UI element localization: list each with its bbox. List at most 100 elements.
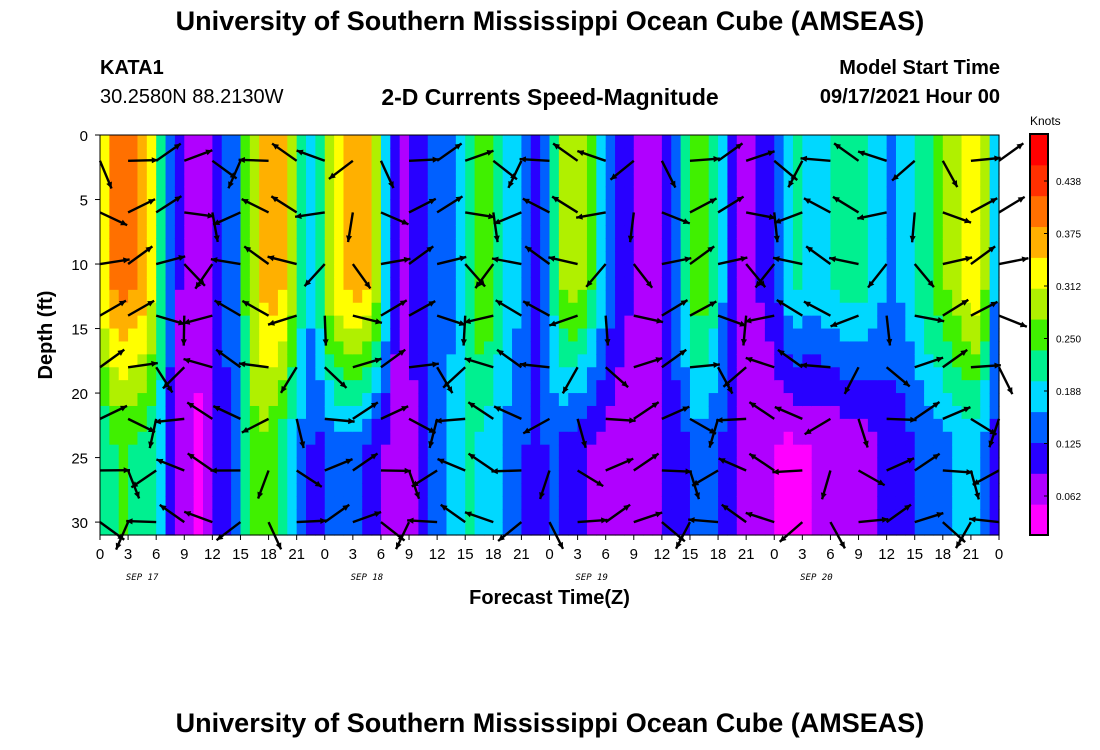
heatmap-cell <box>764 135 775 149</box>
heatmap-cell <box>905 431 916 446</box>
heatmap-cell <box>821 186 832 201</box>
colorbar-swatch <box>1030 134 1048 166</box>
heatmap-cell <box>437 135 448 149</box>
heatmap-cell <box>296 444 307 459</box>
heatmap-cell <box>633 470 644 484</box>
heatmap-cell <box>671 380 682 394</box>
heatmap-cell <box>259 160 270 175</box>
heatmap-cell <box>409 173 419 188</box>
heatmap-cell <box>324 147 335 162</box>
heatmap-cell <box>577 238 588 252</box>
heatmap-cell <box>502 496 513 510</box>
current-arrowhead <box>907 458 915 464</box>
heatmap-cell <box>952 444 963 459</box>
heatmap-cell <box>952 509 963 523</box>
heatmap-cell <box>652 135 663 149</box>
heatmap-cell <box>371 225 382 239</box>
heatmap-cell <box>390 457 401 472</box>
heatmap-cell <box>643 380 654 394</box>
colorbar-swatch <box>1030 226 1048 258</box>
heatmap-cell <box>839 238 850 252</box>
heatmap-cell <box>521 186 532 201</box>
heatmap-cell <box>989 264 1000 278</box>
heatmap-cell <box>989 522 1000 536</box>
heatmap-cell <box>942 276 953 291</box>
current-arrowhead <box>374 357 382 364</box>
current-arrowhead <box>320 517 327 524</box>
heatmap-cell <box>821 341 832 355</box>
heatmap-cell <box>736 173 747 188</box>
heatmap-cell <box>399 509 410 523</box>
heatmap-cell <box>727 509 738 523</box>
heatmap-cell <box>549 238 560 252</box>
heatmap-cell <box>821 431 832 446</box>
heatmap-cell <box>240 509 251 523</box>
heatmap-cell <box>409 147 419 162</box>
heatmap-cell <box>689 431 700 446</box>
heatmap-cell <box>399 302 410 317</box>
heatmap-cell <box>474 470 485 484</box>
heatmap-cell <box>689 341 700 355</box>
heatmap-cell <box>530 225 541 239</box>
heatmap-cell <box>736 225 747 239</box>
heatmap-cells <box>100 135 1000 536</box>
heatmap-cell <box>193 289 204 304</box>
heatmap-cell <box>802 405 813 420</box>
colorbar-tick-label: 0.375 <box>1056 230 1081 241</box>
heatmap-cell <box>427 135 438 149</box>
heatmap-cell <box>830 341 841 355</box>
heatmap-cell <box>577 276 588 291</box>
heatmap-cell <box>296 341 307 355</box>
heatmap-cell <box>568 354 579 368</box>
heatmap-cell <box>174 509 185 523</box>
heatmap-cell <box>802 509 813 523</box>
heatmap-cell <box>643 315 654 330</box>
heatmap-cell <box>455 509 466 523</box>
heatmap-cell <box>839 264 850 278</box>
heatmap-cell <box>109 509 120 523</box>
heatmap-cell <box>483 444 494 459</box>
heatmap-cell <box>942 418 953 433</box>
heatmap-cell <box>343 160 354 175</box>
heatmap-cell <box>867 522 878 536</box>
heatmap-cell <box>240 380 251 394</box>
heatmap-cell <box>100 431 110 446</box>
current-arrowhead <box>988 440 995 448</box>
heatmap-cell <box>474 341 485 355</box>
heatmap-cell <box>362 354 373 368</box>
current-arrowhead <box>718 458 726 464</box>
heatmap-cell <box>568 496 579 510</box>
heatmap-cell <box>100 470 110 484</box>
heatmap-cell <box>259 457 270 472</box>
heatmap-cell <box>352 470 363 484</box>
heatmap-cell <box>933 341 944 355</box>
heatmap-cell <box>465 341 476 355</box>
heatmap-cell <box>839 315 850 330</box>
heatmap-cell <box>174 367 185 381</box>
heatmap-cell <box>549 135 560 149</box>
heatmap-cell <box>446 354 457 368</box>
current-arrowhead <box>694 492 700 500</box>
heatmap-cell <box>577 496 588 510</box>
heatmap-cell <box>371 199 382 214</box>
heatmap-cell <box>530 354 541 368</box>
heatmap-cell <box>221 289 232 304</box>
heatmap-cell <box>296 483 307 497</box>
heatmap-cell <box>174 186 185 201</box>
heatmap-cell <box>680 147 691 162</box>
heatmap-cell <box>371 444 382 459</box>
heatmap-cell <box>895 328 906 343</box>
heatmap-cell <box>858 186 869 201</box>
heatmap-cell <box>774 354 785 368</box>
heatmap-cell <box>549 212 560 226</box>
heatmap-cell <box>867 444 878 459</box>
heatmap-cell <box>774 135 785 149</box>
heatmap-cell <box>802 328 813 343</box>
heatmap-cell <box>615 135 626 149</box>
heatmap-cell <box>830 302 841 317</box>
heatmap-cell <box>821 135 832 149</box>
x-tick-label: 15 <box>682 546 699 563</box>
heatmap-cell <box>877 418 888 433</box>
heatmap-cell <box>727 160 738 175</box>
heatmap-cell <box>952 418 963 433</box>
